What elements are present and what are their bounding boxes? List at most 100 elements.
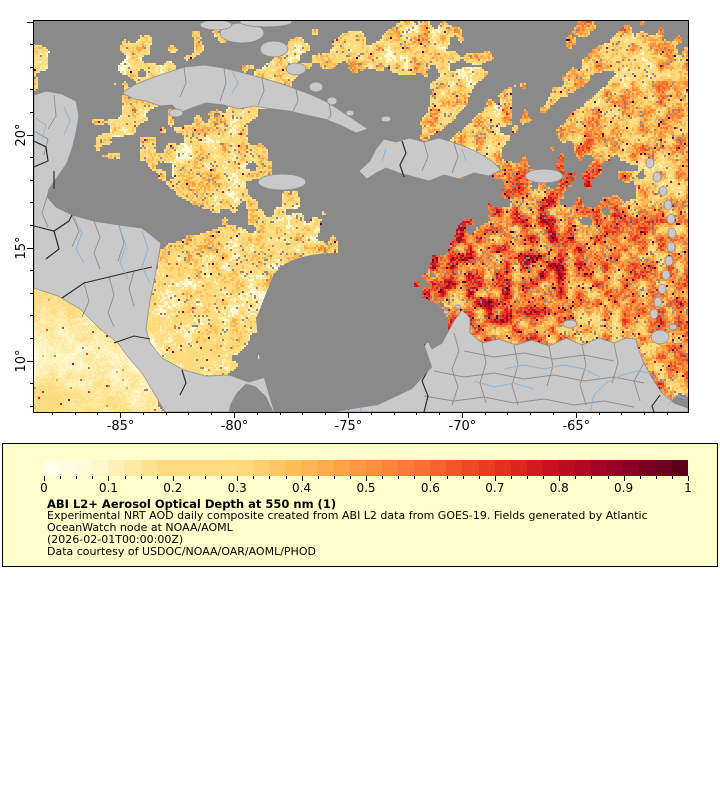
colorbar-tick-label: 1 (684, 481, 692, 495)
aod-map-canvas (33, 20, 689, 413)
colorbar-tick (269, 476, 271, 479)
x-axis-tick (553, 412, 555, 415)
colorbar-tick (494, 476, 496, 481)
colorbar-tick (462, 476, 464, 479)
x-axis-tick (666, 412, 668, 415)
legend-line-3: (2026-02-01T00:00:00Z) (47, 533, 184, 546)
colorbar-tick-label: 0.7 (485, 481, 505, 495)
x-axis-tick (256, 412, 258, 415)
x-axis-tick-label: -65° (562, 419, 591, 434)
x-axis-tick (120, 412, 122, 418)
x-axis-tick (97, 412, 99, 415)
y-axis-tick (30, 89, 33, 91)
x-axis-tick (325, 412, 327, 415)
x-axis-tick (439, 412, 441, 415)
x-axis-tick (211, 412, 213, 415)
colorbar-tick (639, 476, 641, 479)
colorbar-tick (688, 476, 689, 481)
x-axis-tick (393, 412, 395, 415)
legend-line-2: OceanWatch node at NOAA/AOML (47, 521, 233, 534)
colorbar-segment (140, 460, 157, 476)
colorbar-segment (623, 460, 640, 476)
x-axis-tick (461, 412, 463, 418)
y-axis-tick (30, 112, 33, 114)
colorbar-segment (317, 460, 334, 476)
y-axis-tick (27, 21, 33, 23)
colorbar-tick (543, 476, 545, 479)
colorbar-tick-label: 0.4 (292, 481, 312, 495)
colorbar-tick (156, 476, 158, 479)
colorbar-tick-label: 0.8 (549, 481, 569, 495)
x-axis-tick-label: -85° (106, 419, 135, 434)
colorbar-segment (365, 460, 382, 476)
x-axis-tick (74, 412, 76, 415)
y-axis-tick (30, 157, 33, 159)
y-axis-tick (27, 134, 33, 136)
colorbar-tick-label: 0.2 (163, 481, 183, 495)
colorbar-segment (381, 460, 399, 476)
x-axis-tick-label: -80° (220, 419, 249, 434)
colorbar-segment (188, 460, 205, 476)
colorbar-tick (237, 476, 239, 481)
colorbar-tick (188, 476, 190, 479)
colorbar-tick (527, 476, 528, 479)
colorbar-tick-label: 0 (40, 481, 48, 495)
colorbar-segment (446, 460, 463, 476)
colorbar-tick (478, 476, 480, 479)
colorbar-tick (446, 476, 448, 479)
colorbar-segment (510, 460, 527, 476)
colorbar-tick (301, 476, 303, 481)
colorbar-segment (542, 460, 559, 476)
y-axis-tick (30, 66, 33, 68)
colorbar-tick (349, 476, 351, 479)
x-axis-tick (165, 412, 167, 415)
colorbar-segment (301, 460, 318, 476)
colorbar-tick-label: 0.5 (356, 481, 376, 495)
x-axis-tick (370, 412, 372, 415)
colorbar-segment (172, 460, 189, 476)
colorbar-segment (462, 460, 479, 476)
y-axis-tick (30, 383, 33, 385)
colorbar-segment (204, 460, 222, 476)
colorbar-segment (60, 460, 77, 476)
y-axis-tick (30, 292, 33, 294)
colorbar-tick (60, 476, 62, 479)
colorbar-tick (285, 476, 287, 479)
colorbar-segment (494, 460, 511, 476)
y-axis-tick-label: 10° (14, 349, 29, 373)
colorbar-tick (92, 476, 94, 479)
colorbar-segment (285, 460, 302, 476)
colorbar-tick (108, 476, 110, 481)
colorbar-tick (44, 476, 45, 481)
colorbar-segment (575, 460, 592, 476)
y-axis-tick (30, 338, 33, 340)
colorbar-tick (382, 476, 384, 479)
colorbar-tick (205, 476, 206, 479)
colorbar-tick (221, 476, 223, 479)
colorbar-segment (92, 460, 109, 476)
aod-map-figure: -85° -80° -75° -70° -65° 10° 15° 20° (14, 20, 689, 434)
colorbar-tick (623, 476, 625, 481)
legend-line-1: Experimental NRT AOD daily composite cre… (47, 509, 648, 522)
colorbar-segment (253, 460, 270, 476)
colorbar-tick (414, 476, 416, 479)
colorbar-segment (559, 460, 576, 476)
x-axis-tick (575, 412, 577, 418)
colorbar-tick-label: 0.3 (227, 481, 247, 495)
y-axis-tick (30, 315, 33, 317)
legend-box: 0 0.1 0.2 0.3 0.4 0.5 0.6 0.7 0.8 0.9 1 ABI L2+ Ae… (2, 443, 718, 567)
y-axis-tick (30, 405, 33, 407)
x-axis-tick (51, 412, 53, 415)
colorbar-segment (526, 460, 543, 476)
colorbar-tick (671, 476, 673, 479)
x-axis-tick (234, 412, 236, 418)
colorbar-tick (559, 476, 561, 481)
colorbar-tick (366, 476, 367, 481)
y-axis-tick (30, 179, 33, 181)
colorbar-segment (607, 460, 624, 476)
x-axis-tick (621, 412, 623, 415)
colorbar-tick (140, 476, 142, 479)
x-axis-tick-label: -70° (448, 419, 477, 434)
x-axis-tick (530, 412, 532, 415)
